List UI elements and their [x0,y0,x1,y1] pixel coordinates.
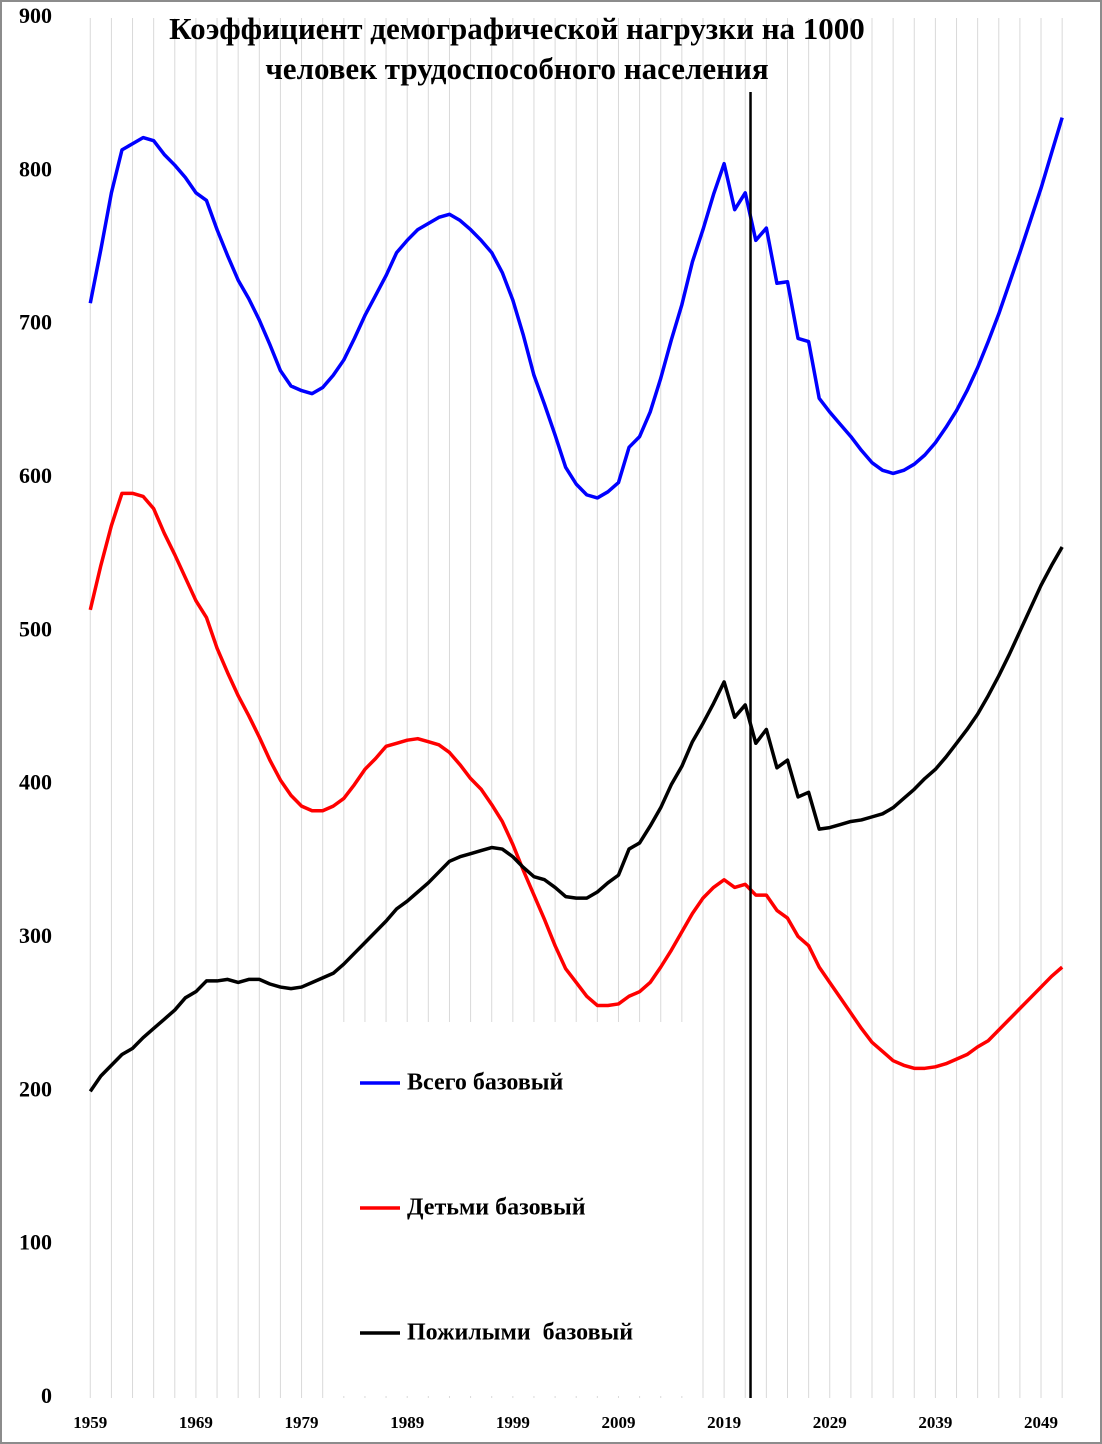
legend-label: Детьми базовый [407,1195,586,1221]
series-line [88,546,1064,1093]
grid [89,18,1063,1398]
series-line [88,117,1064,500]
legend-label: Пожилыми базовый [407,1320,633,1346]
x-tick-label: 2019 [707,1413,741,1432]
y-tick-label: 600 [19,463,52,488]
x-tick-label: 1979 [285,1413,319,1432]
y-tick-label: 800 [19,156,52,181]
x-tick-label: 1969 [179,1413,213,1432]
x-tick-label: 1959 [73,1413,107,1432]
chart-title: Коэффициент демографической нагрузки на … [169,11,865,46]
legend: Всего базовый Детьми базовый Пожилыми базо… [360,1070,633,1346]
chart-title: человек трудоспособного населения [265,51,768,86]
legend-label: Всего базовый [407,1070,564,1096]
y-tick-label: 300 [19,923,52,948]
y-tick-label: 900 [19,3,52,28]
x-tick-label: 2029 [813,1413,847,1432]
x-tick-label: 2039 [918,1413,952,1432]
plot [88,92,1064,1398]
y-tick-label: 0 [41,1383,52,1408]
labels: 0 100 200 300 400 500 600 700 800 900 1959 1969 1979… [19,3,1058,1432]
x-tick-label: 1999 [496,1413,530,1432]
x-tick-label: 2049 [1024,1413,1058,1432]
x-tick-label: 1989 [390,1413,424,1432]
x-tick-label: 2009 [601,1413,635,1432]
y-tick-label: 400 [19,770,52,795]
y-tick-label: 500 [19,616,52,641]
y-tick-label: 200 [19,1076,52,1101]
y-tick-label: 100 [19,1230,52,1255]
series-line [88,491,1064,1071]
y-tick-label: 700 [19,310,52,335]
